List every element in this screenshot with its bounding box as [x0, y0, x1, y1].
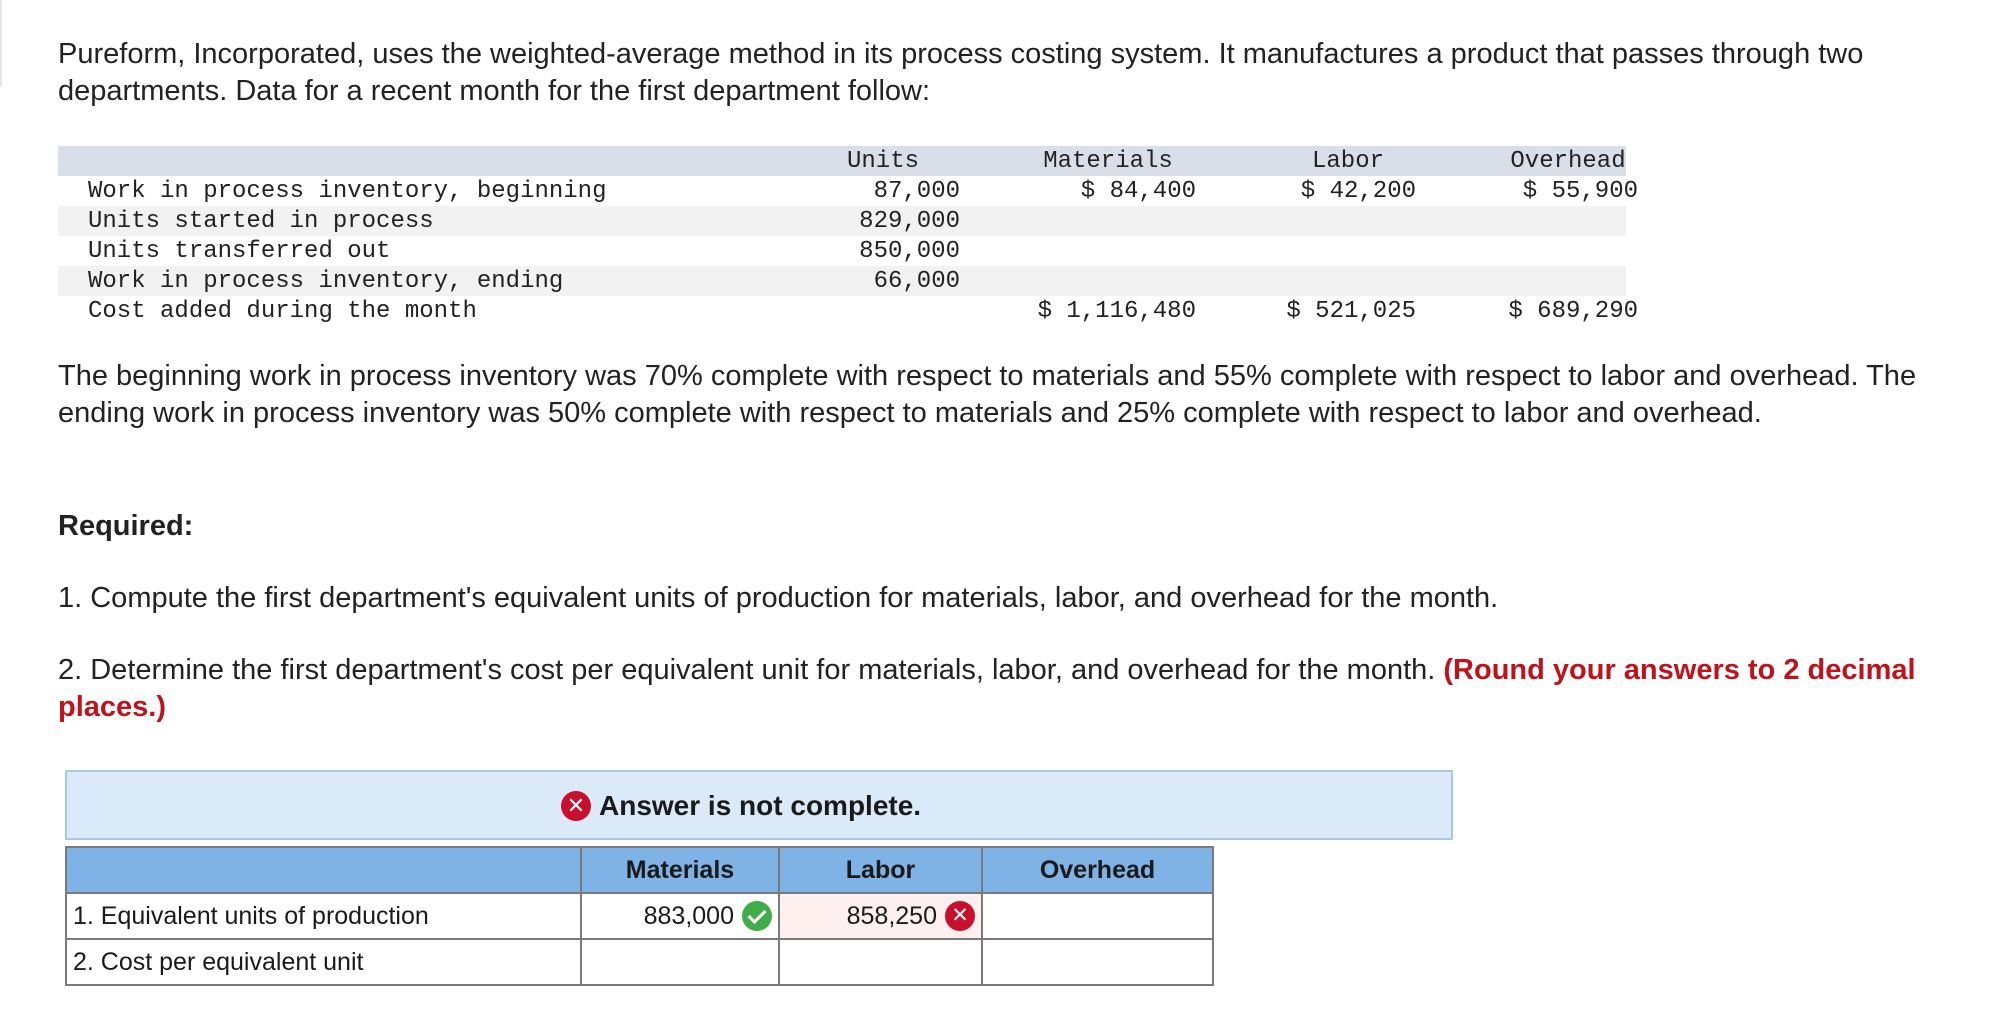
table-row: Units transferred out 850,000 — [58, 236, 1626, 266]
row-label: Work in process inventory, ending — [88, 268, 564, 295]
row-labor: $ 42,200 — [1300, 178, 1416, 205]
answer-header-materials: Materials — [580, 846, 780, 894]
question-2-text: 2. Determine the first department's cost… — [58, 654, 1436, 686]
cost-per-unit-materials-input[interactable] — [580, 938, 780, 986]
row-label: Cost added during the month — [88, 298, 477, 325]
row-units: 87,000 — [873, 178, 960, 205]
cost-per-unit-labor-input[interactable] — [778, 938, 983, 986]
row-units: 850,000 — [859, 238, 960, 265]
table-row: Cost added during the month $ 1,116,480 … — [58, 296, 1638, 326]
equivalent-units-overhead-input[interactable] — [981, 892, 1214, 940]
answer-status-text: Answer is not complete. — [599, 790, 922, 821]
row-label: Units started in process — [88, 208, 434, 235]
completion-paragraph: The beginning work in process inventory … — [58, 360, 1917, 429]
answer-row-label: 1. Equivalent units of production — [65, 892, 582, 940]
row-units: 66,000 — [873, 268, 960, 295]
left-edge-divider — [0, 0, 2, 86]
answer-header-labor: Labor — [778, 846, 983, 894]
answer-header-overhead: Overhead — [981, 846, 1214, 894]
x-circle-icon: ✕ — [945, 901, 975, 931]
row-materials: $ 84,400 — [1080, 178, 1196, 205]
answer-header-blank — [65, 846, 582, 894]
table-row: Work in process inventory, ending 66,000 — [58, 266, 1626, 296]
header-materials: Materials — [1043, 148, 1173, 175]
answer-status: ✕ Answer is not complete. — [561, 790, 921, 822]
answer-header-row: Materials Labor Overhead — [65, 846, 1214, 894]
question-1: 1. Compute the first department's equiva… — [58, 582, 1499, 614]
row-overhead: $ 55,900 — [1522, 178, 1638, 205]
equivalent-units-labor-value: 858,250 — [846, 901, 937, 930]
cost-data-table: Units Materials Labor Overhead Work in p… — [58, 146, 1638, 326]
table-row: 1. Equivalent units of production 883,00… — [65, 892, 1214, 940]
table-row: 2. Cost per equivalent unit — [65, 938, 1214, 986]
row-materials: $ 1,116,480 — [1037, 298, 1196, 325]
intro-paragraph: Pureform, Incorporated, uses the weighte… — [58, 38, 1864, 107]
row-label: Work in process inventory, beginning — [88, 178, 607, 205]
answer-status-banner: ✕ Answer is not complete. — [65, 770, 1453, 840]
row-labor: $ 521,025 — [1286, 298, 1416, 325]
header-overhead: Overhead — [1510, 148, 1626, 175]
row-label: Units transferred out — [88, 238, 391, 265]
header-units: Units — [846, 148, 919, 175]
cost-per-unit-overhead-input[interactable] — [981, 938, 1214, 986]
answer-table: Materials Labor Overhead 1. Equivalent u… — [65, 846, 1214, 986]
table-row: Work in process inventory, beginning 87,… — [58, 176, 1638, 206]
check-icon — [742, 901, 772, 931]
row-units: 829,000 — [859, 208, 960, 235]
answer-row-label: 2. Cost per equivalent unit — [65, 938, 582, 986]
equivalent-units-labor-input[interactable]: 858,250 ✕ — [778, 892, 983, 940]
equivalent-units-materials-value: 883,000 — [643, 901, 734, 930]
x-circle-icon: ✕ — [561, 791, 591, 821]
cost-data-header: Units Materials Labor Overhead — [58, 146, 1626, 176]
question-2: 2. Determine the first department's cost… — [58, 652, 1958, 726]
required-heading: Required: — [58, 510, 194, 542]
equivalent-units-materials-input[interactable]: 883,000 — [580, 892, 780, 940]
header-labor: Labor — [1311, 148, 1384, 175]
table-row — [58, 146, 1626, 176]
row-overhead: $ 689,290 — [1508, 298, 1638, 325]
table-row: Units started in process 829,000 — [58, 206, 1626, 236]
rounding-note: (Round your answers to 2 decimal places.… — [58, 654, 1916, 723]
